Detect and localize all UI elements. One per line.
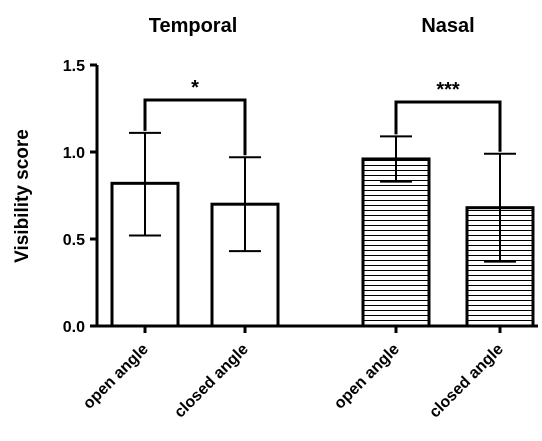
y-axis-label: Visibility score — [12, 129, 33, 263]
y-tick-label: 0.5 — [63, 232, 85, 249]
significance-marker: *** — [436, 79, 460, 101]
x-tick-label: open angle — [80, 341, 152, 413]
significance-bracket — [143, 98, 247, 156]
group-title: Temporal — [149, 15, 238, 37]
significance-marker: * — [191, 77, 199, 99]
bar — [361, 157, 431, 328]
x-tick-label: open angle — [331, 341, 403, 413]
y-tick-label: 1.0 — [63, 145, 85, 162]
significance-bracket — [394, 100, 502, 152]
y-tick-label: 1.5 — [63, 58, 85, 75]
y-tick-label: 0.0 — [63, 319, 85, 336]
x-tick-label: closed angle — [426, 341, 507, 422]
x-tick-label: closed angle — [171, 341, 252, 422]
group-title: Nasal — [421, 15, 474, 37]
